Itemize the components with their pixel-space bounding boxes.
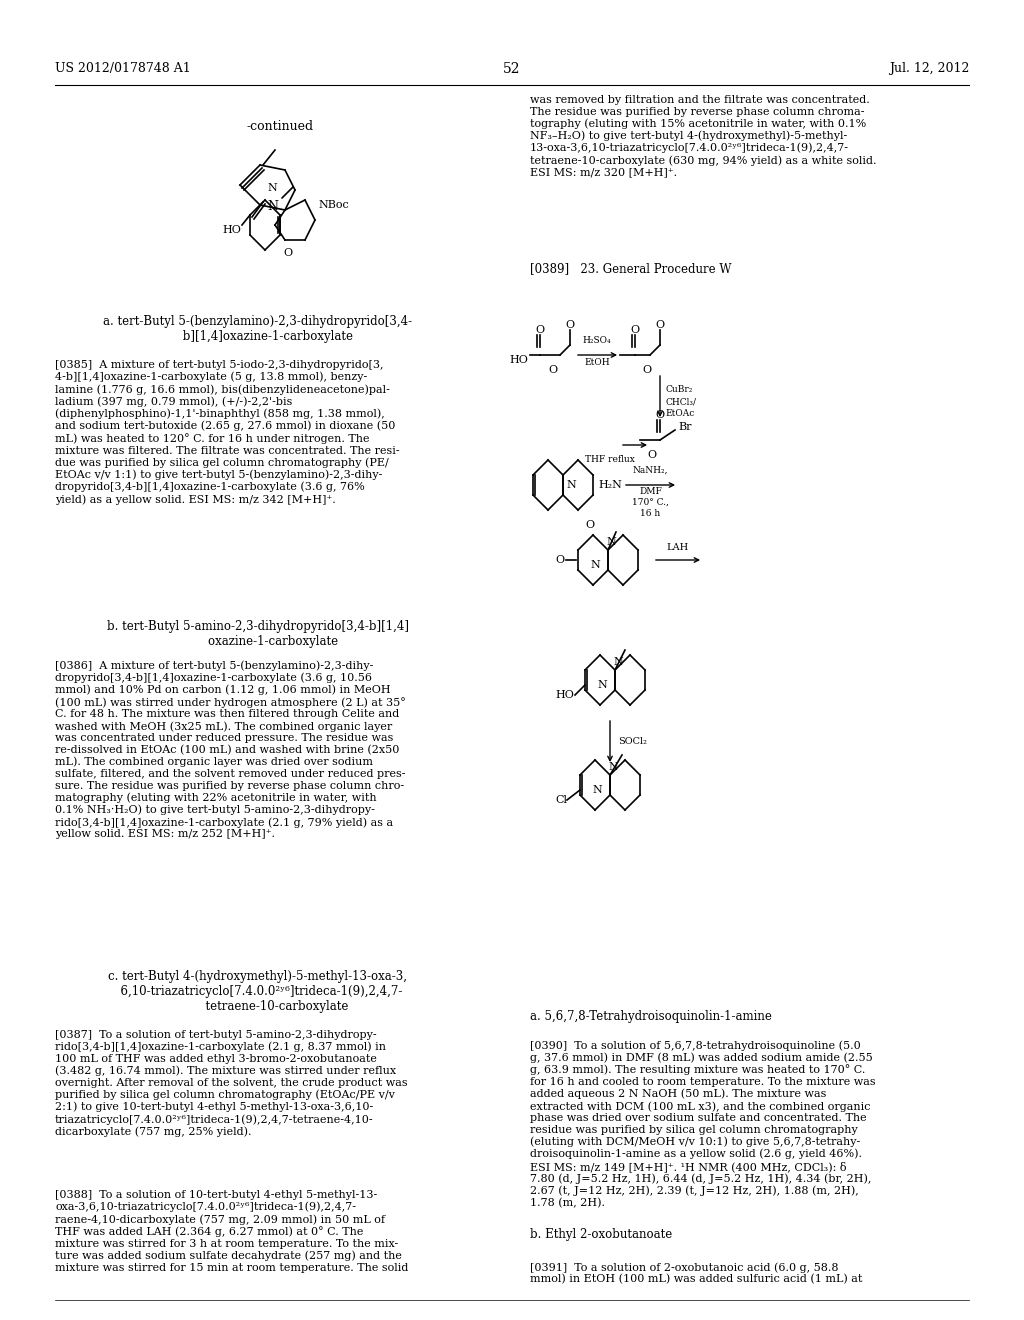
Text: CHCl₃/: CHCl₃/: [665, 397, 696, 407]
Text: N: N: [592, 785, 602, 795]
Text: N: N: [590, 560, 600, 570]
Text: N: N: [267, 201, 279, 214]
Text: NBoc: NBoc: [318, 201, 349, 210]
Text: SOCl₂: SOCl₂: [618, 738, 647, 747]
Text: O: O: [284, 248, 293, 257]
Text: a. 5,6,7,8-Tetrahydroisoquinolin-1-amine: a. 5,6,7,8-Tetrahydroisoquinolin-1-amine: [530, 1010, 772, 1023]
Text: O: O: [642, 366, 651, 375]
Text: [0391]  To a solution of 2-oxobutanoic acid (6.0 g, 58.8
mmol) in EtOH (100 mL) : [0391] To a solution of 2-oxobutanoic ac…: [530, 1262, 862, 1284]
Text: DMF: DMF: [639, 487, 662, 496]
Text: O: O: [631, 325, 640, 335]
Text: HO: HO: [509, 355, 528, 366]
Text: O: O: [536, 325, 545, 335]
FancyBboxPatch shape: [0, 0, 1024, 1320]
Text: LAH: LAH: [667, 543, 689, 552]
Text: US 2012/0178748 A1: US 2012/0178748 A1: [55, 62, 190, 75]
Text: O: O: [647, 450, 656, 459]
Text: O: O: [655, 411, 665, 420]
Text: c. tert-Butyl 4-(hydroxymethyl)-5-methyl-13-oxa-3,
  6,10-triazatricyclo[7.4.0.0: c. tert-Butyl 4-(hydroxymethyl)-5-methyl…: [109, 970, 408, 1012]
Text: HO: HO: [222, 224, 241, 235]
Text: [0385]  A mixture of tert-butyl 5-iodo-2,3-dihydropyrido[3,
4-b][1,4]oxazine-1-c: [0385] A mixture of tert-butyl 5-iodo-2,…: [55, 360, 399, 504]
Text: a. tert-Butyl 5-(benzylamino)-2,3-dihydropyrido[3,4-
     b][1,4]oxazine-1-carbo: a. tert-Butyl 5-(benzylamino)-2,3-dihydr…: [103, 315, 413, 343]
Text: N: N: [267, 183, 276, 193]
Text: Cl: Cl: [555, 795, 567, 805]
Text: [0387]  To a solution of tert-butyl 5-amino-2,3-dihydropy-
rido[3,4-b][1,4]oxazi: [0387] To a solution of tert-butyl 5-ami…: [55, 1030, 408, 1137]
Text: O: O: [655, 319, 665, 330]
Text: 52: 52: [503, 62, 521, 77]
Text: [0388]  To a solution of 10-tert-butyl 4-ethyl 5-methyl-13-
oxa-3,6,10-triazatri: [0388] To a solution of 10-tert-butyl 4-…: [55, 1191, 409, 1272]
Text: Br: Br: [678, 422, 691, 432]
Text: N: N: [606, 537, 615, 546]
Text: b. Ethyl 2-oxobutanoate: b. Ethyl 2-oxobutanoate: [530, 1228, 672, 1241]
Text: [0386]  A mixture of tert-butyl 5-(benzylamino)-2,3-dihy-
dropyrido[3,4-b][1,4]o: [0386] A mixture of tert-butyl 5-(benzyl…: [55, 660, 406, 840]
Text: CuBr₂: CuBr₂: [665, 385, 692, 395]
Text: EtOH: EtOH: [584, 358, 610, 367]
Text: N: N: [597, 680, 607, 690]
Text: N: N: [608, 762, 617, 772]
Text: O: O: [549, 366, 557, 375]
Text: was removed by filtration and the filtrate was concentrated.
The residue was pur: was removed by filtration and the filtra…: [530, 95, 877, 177]
Text: EtOAc: EtOAc: [665, 409, 694, 418]
Text: O: O: [586, 520, 595, 531]
Text: H₂SO₄: H₂SO₄: [583, 337, 611, 345]
Text: N: N: [613, 657, 623, 667]
Text: [0390]  To a solution of 5,6,7,8-tetrahydroisoquinoline (5.0
g, 37.6 mmol) in DM: [0390] To a solution of 5,6,7,8-tetrahyd…: [530, 1040, 876, 1209]
Text: O: O: [555, 554, 564, 565]
Text: NaNH₂,: NaNH₂,: [633, 466, 669, 475]
Text: HO: HO: [555, 690, 573, 700]
Text: -continued: -continued: [247, 120, 313, 133]
Text: b. tert-Butyl 5-amino-2,3-dihydropyrido[3,4-b][1,4]
        oxazine-1-carboxylat: b. tert-Butyl 5-amino-2,3-dihydropyrido[…: [106, 620, 409, 648]
Text: N: N: [566, 480, 575, 490]
Text: H₂N: H₂N: [598, 480, 622, 490]
Text: THF reflux: THF reflux: [585, 455, 635, 465]
Text: O: O: [565, 319, 574, 330]
Text: 16 h: 16 h: [640, 510, 660, 517]
Text: [0389]   23. General Procedure W: [0389] 23. General Procedure W: [530, 261, 731, 275]
Text: Jul. 12, 2012: Jul. 12, 2012: [889, 62, 969, 75]
Text: 170° C.,: 170° C.,: [632, 498, 669, 507]
